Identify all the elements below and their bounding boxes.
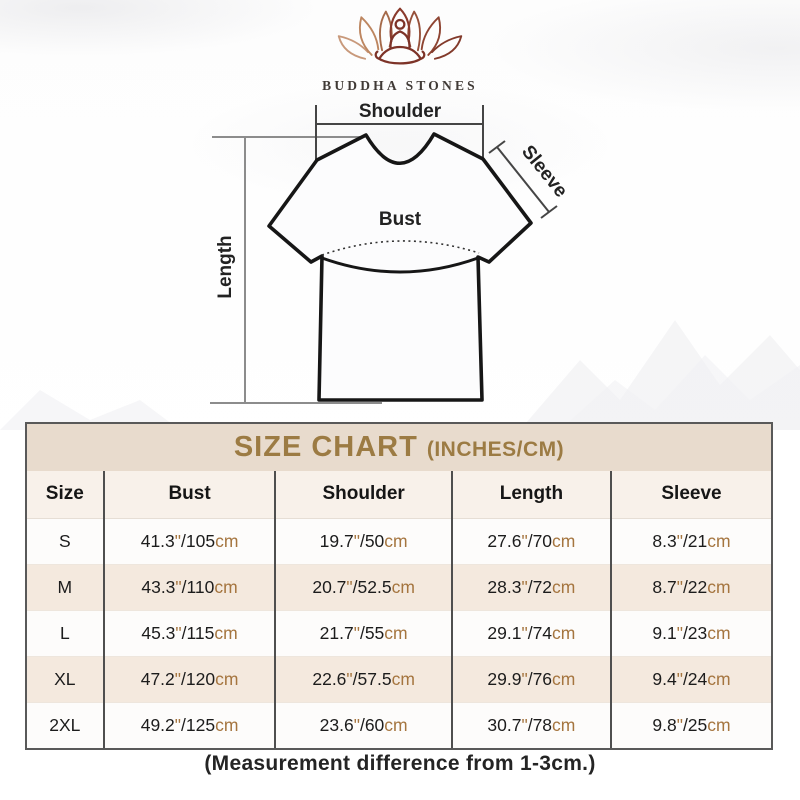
size-row-s: S 41.3"/105cm 19.7"/50cm 27.6"/70cm 8.3"/21c… <box>27 518 771 565</box>
length-measurement-cell: 28.3"/72cm <box>450 564 611 611</box>
sleeve-measurement-cell: 8.3"/21cm <box>610 518 771 565</box>
length-measurement-cell: 27.6"/70cm <box>450 518 611 565</box>
mountains-watermark <box>0 320 800 430</box>
length-measurement-cell: 29.9"/76cm <box>450 656 611 703</box>
size-chart-panel: SIZE CHART (INCHES/CM) Size Bust Shoulder L… <box>25 422 773 750</box>
sleeve-measurement-cell: 9.1"/23cm <box>610 610 771 657</box>
size-cell: 2XL <box>27 702 104 748</box>
sleeve-measurement-cell: 8.7"/22cm <box>610 564 771 611</box>
tshirt-diagram: Shoulder Bust Length Sleeve <box>210 101 571 404</box>
size-chart-title: SIZE CHART <box>233 431 418 463</box>
size-table: Size Bust Shoulder Length Sleeve S 41.3"/105c… <box>27 471 771 748</box>
size-row-l: L 45.3"/115cm 21.7"/55cm 29.1"/74cm 9.1"/23c… <box>27 610 771 657</box>
tshirt-outline <box>267 132 533 402</box>
brand-header: BUDDHA STONES <box>0 4 800 94</box>
shoulder-dimension-lines <box>315 105 484 161</box>
size-row-2xl: 2XL 49.2"/125cm 23.6"/60cm 30.7"/78cm 9.8"/2… <box>27 702 771 748</box>
sleeve-dimension-lines <box>488 140 558 219</box>
column-header-row: Size Bust Shoulder Length Sleeve <box>27 471 771 519</box>
sleeve-measurement-cell: 9.4"/24cm <box>610 656 771 703</box>
column-header-sleeve: Sleeve <box>610 471 771 519</box>
lotus-logo-icon <box>337 7 463 65</box>
shoulder-measurement-cell: 23.6"/60cm <box>274 702 452 748</box>
measurement-note: (Measurement difference from 1-3cm.) <box>204 752 596 775</box>
shoulder-label: Shoulder <box>359 101 442 122</box>
bust-measurement-cell: 45.3"/115cm <box>102 610 276 657</box>
column-header-size: Size <box>27 471 104 519</box>
size-cell: M <box>27 564 104 611</box>
sleeve-label: Sleeve <box>517 142 571 202</box>
size-row-xl: XL 47.2"/120cm 22.6"/57.5cm 29.9"/76cm 9.4"/… <box>27 656 771 703</box>
brand-name: BUDDHA STONES <box>322 78 478 93</box>
size-cell: L <box>27 610 104 657</box>
length-label: Length <box>215 235 236 298</box>
bust-label: Bust <box>379 209 422 230</box>
column-header-length: Length <box>450 471 611 519</box>
bust-measurement-cell: 43.3"/110cm <box>102 564 276 611</box>
sleeve-measurement-cell: 9.8"/25cm <box>610 702 771 748</box>
size-cell: XL <box>27 656 104 703</box>
length-dimension-lines <box>210 136 382 404</box>
shoulder-measurement-cell: 21.7"/55cm <box>274 610 452 657</box>
shoulder-measurement-cell: 20.7"/52.5cm <box>274 564 452 611</box>
size-chart-subtitle: (INCHES/CM) <box>426 437 565 461</box>
length-measurement-cell: 30.7"/78cm <box>450 702 611 748</box>
size-chart-title-band: SIZE CHART (INCHES/CM) <box>27 424 771 471</box>
bust-measurement-cell: 41.3"/105cm <box>102 518 276 565</box>
column-header-shoulder: Shoulder <box>274 471 452 519</box>
bust-measurement-cell: 47.2"/120cm <box>102 656 276 703</box>
bust-measurement-cell: 49.2"/125cm <box>102 702 276 748</box>
shoulder-measurement-cell: 19.7"/50cm <box>274 518 452 565</box>
size-row-m: M 43.3"/110cm 20.7"/52.5cm 28.3"/72cm 8.7"/2… <box>27 564 771 611</box>
size-cell: S <box>27 518 104 565</box>
chest-curve <box>321 256 479 274</box>
column-header-bust: Bust <box>102 471 276 519</box>
shoulder-measurement-cell: 22.6"/57.5cm <box>274 656 452 703</box>
length-measurement-cell: 29.1"/74cm <box>450 610 611 657</box>
size-table-body: S 41.3"/105cm 19.7"/50cm 27.6"/70cm 8.3"/21c… <box>27 518 771 748</box>
